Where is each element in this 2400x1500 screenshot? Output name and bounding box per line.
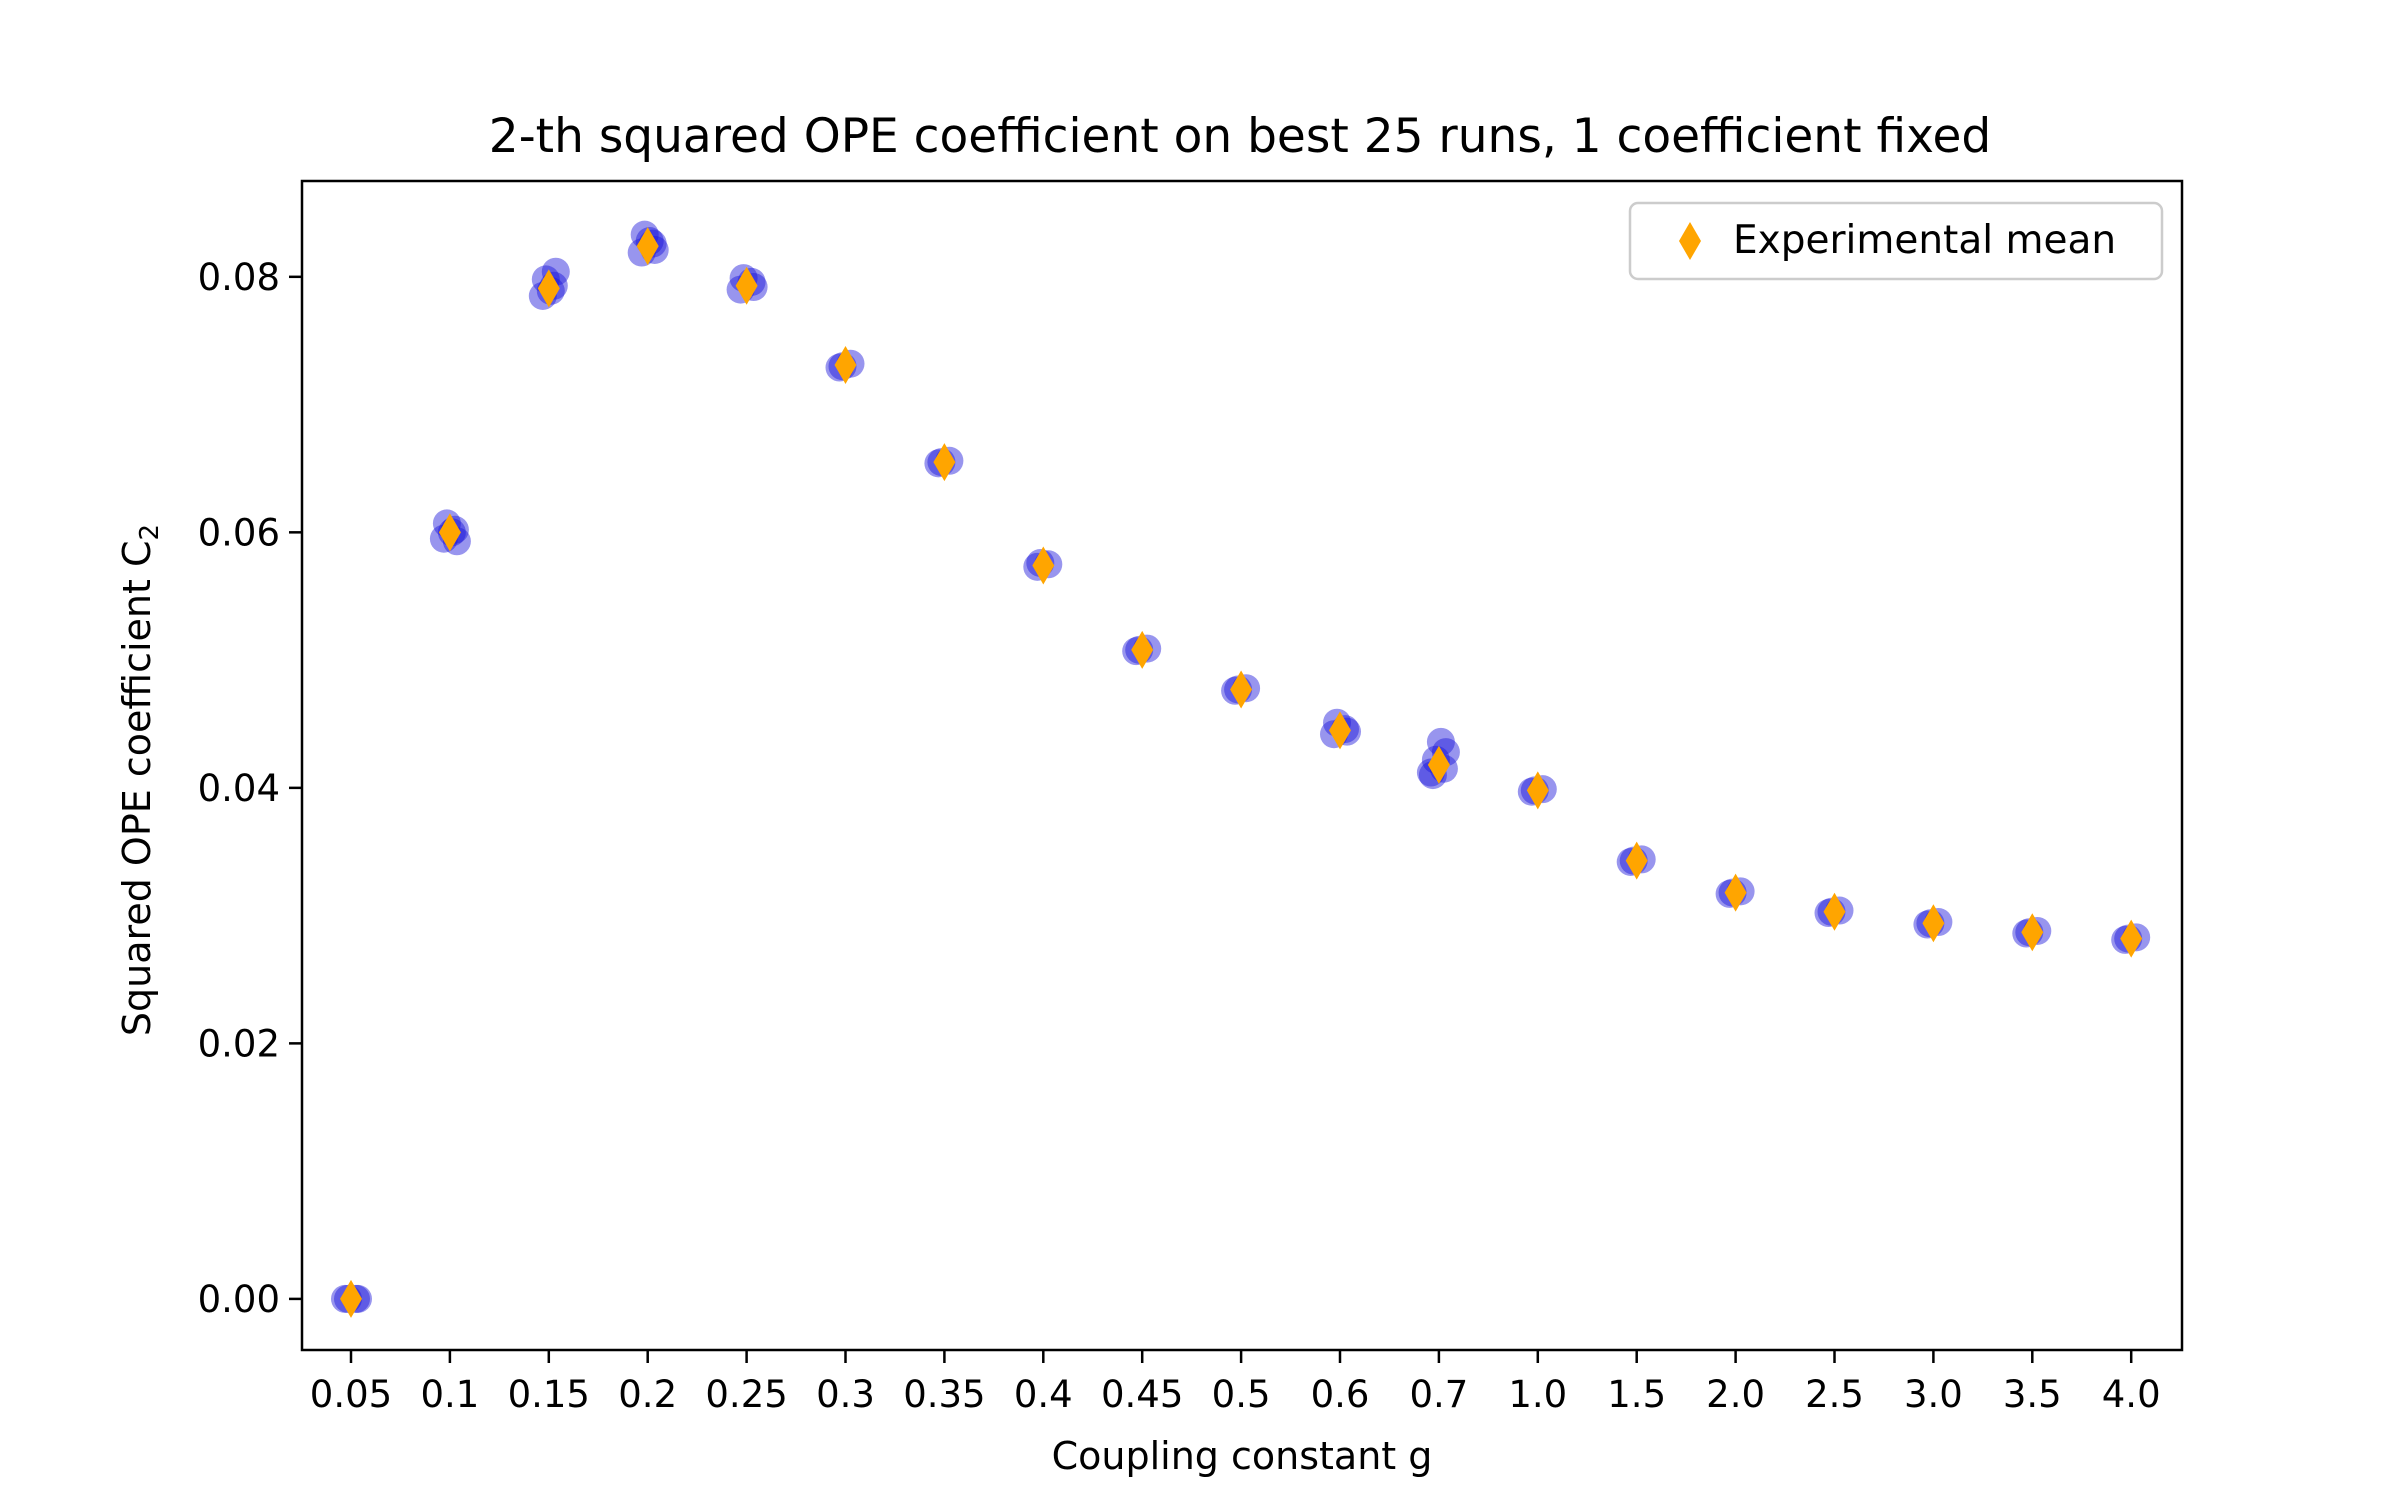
mean-point bbox=[1823, 892, 1846, 931]
mean-point bbox=[1230, 670, 1253, 709]
legend-label-experimental-mean: Experimental mean bbox=[1733, 218, 2116, 263]
x-tick-label: 0.05 bbox=[310, 1373, 392, 1416]
y-tick-label: 0.00 bbox=[198, 1278, 280, 1321]
mean-point bbox=[1427, 745, 1450, 784]
mean-point bbox=[834, 345, 857, 384]
mean-point bbox=[1329, 711, 1351, 750]
x-axis-ticks: 0.05 0.1 0.15 0.2 0.25 0.3 0.35 0.4 0.45 0.5 0.6 0.… bbox=[310, 1350, 2161, 1416]
mean-point bbox=[2021, 913, 2044, 952]
mean-point bbox=[2120, 919, 2143, 958]
x-tick-label: 4.0 bbox=[2102, 1373, 2161, 1416]
x-tick-label: 2.0 bbox=[1706, 1373, 1765, 1416]
x-tick-label: 2.5 bbox=[1805, 1373, 1864, 1416]
mean-point bbox=[438, 513, 461, 552]
y-axis-label-main: Squared OPE coefficient C bbox=[115, 540, 159, 1036]
mean-point bbox=[735, 266, 758, 305]
x-tick-label: 0.35 bbox=[903, 1373, 985, 1416]
mean-point bbox=[340, 1279, 362, 1318]
x-tick-label: 0.5 bbox=[1212, 1373, 1271, 1416]
mean-point bbox=[1625, 841, 1648, 880]
y-tick-label: 0.02 bbox=[198, 1022, 280, 1065]
plot-area-frame bbox=[300, 179, 2184, 1352]
chart-title: 2-th squared OPE coefficient on best 25 … bbox=[489, 109, 1991, 164]
mean-layer bbox=[340, 227, 2143, 1318]
x-tick-label: 1.0 bbox=[1508, 1373, 1567, 1416]
run-point bbox=[1426, 727, 1455, 756]
x-tick-label: 0.1 bbox=[420, 1373, 479, 1416]
mean-point bbox=[1922, 904, 1945, 943]
mean-point bbox=[1131, 630, 1154, 669]
mean-point bbox=[1032, 546, 1055, 585]
y-tick-label: 0.06 bbox=[198, 511, 280, 554]
runs-layer bbox=[331, 220, 2151, 1313]
legend-frame bbox=[1628, 201, 2164, 281]
mean-point bbox=[1724, 873, 1747, 912]
y-axis-ticks: 0.00 0.02 0.04 0.06 0.08 bbox=[198, 256, 302, 1321]
x-tick-label: 0.15 bbox=[508, 1373, 590, 1416]
x-tick-label: 0.7 bbox=[1409, 1373, 1468, 1416]
legend: Experimental mean bbox=[1628, 201, 2164, 281]
x-tick-label: 0.2 bbox=[618, 1373, 677, 1416]
y-tick-label: 0.04 bbox=[198, 767, 280, 810]
mean-point bbox=[537, 269, 560, 308]
x-tick-label: 0.4 bbox=[1014, 1373, 1073, 1416]
x-axis-label: Coupling constant g bbox=[1052, 1434, 1433, 1478]
legend-marker-experimental-mean bbox=[1679, 222, 1701, 260]
mean-point bbox=[1526, 771, 1549, 810]
x-tick-label: 0.45 bbox=[1101, 1373, 1183, 1416]
y-axis-label-subscript: 2 bbox=[135, 524, 165, 541]
x-tick-label: 0.3 bbox=[816, 1373, 875, 1416]
x-tick-label: 3.0 bbox=[1904, 1373, 1963, 1416]
y-tick-label: 0.08 bbox=[198, 256, 280, 299]
y-axis-label: Squared OPE coefficient C2 bbox=[115, 524, 165, 1036]
x-tick-label: 0.25 bbox=[705, 1373, 787, 1416]
mean-point bbox=[933, 443, 956, 482]
x-tick-label: 1.5 bbox=[1607, 1373, 1666, 1416]
x-tick-label: 3.5 bbox=[2003, 1373, 2062, 1416]
x-tick-label: 0.6 bbox=[1311, 1373, 1370, 1416]
mean-point bbox=[636, 227, 659, 266]
